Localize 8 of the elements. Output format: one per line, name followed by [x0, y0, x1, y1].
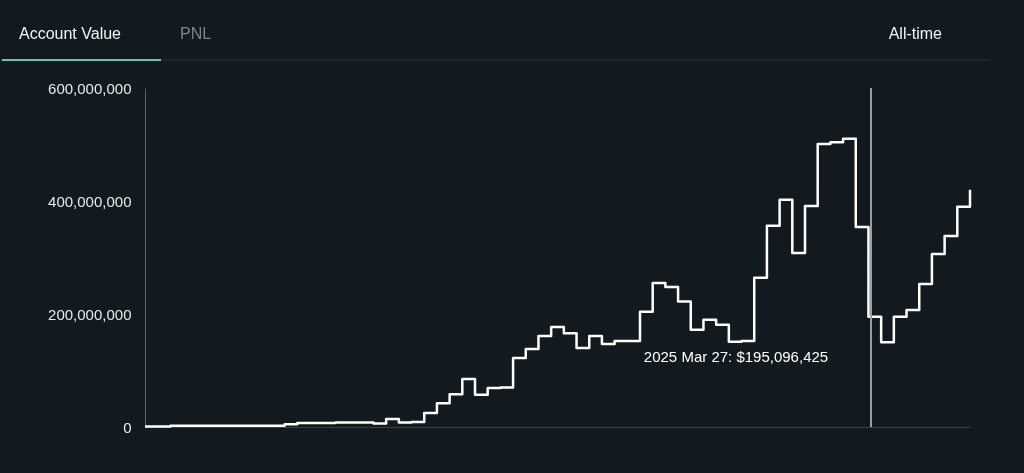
y-tick-label: 200,000,000 — [48, 305, 132, 323]
text: All-time — [888, 25, 943, 42]
annotation: 2025 Mar 27: $195,096,425 — [643, 348, 829, 365]
chart-title: Account Value — [19, 25, 122, 42]
y-tick-label: 0 — [123, 418, 132, 436]
chart-subtitle: PNL — [180, 25, 212, 42]
y-tick-label: 600,000,000 — [48, 79, 132, 97]
y-tick-label: 400,000,000 — [48, 192, 132, 210]
